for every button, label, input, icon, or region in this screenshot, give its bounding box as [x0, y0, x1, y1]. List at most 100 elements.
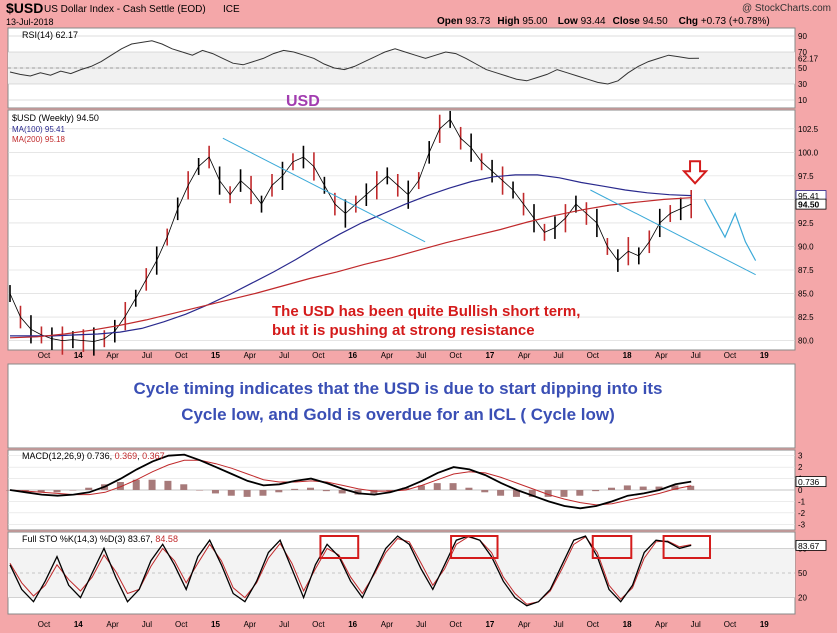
watermark: @ StockCharts.com [742, 3, 831, 14]
sto-legend-label: Full STO %K(14,3) %D(3) [22, 534, 125, 544]
macd-histogram-bar [275, 490, 283, 493]
rsi-tick-label: 70 [798, 48, 807, 57]
macd-histogram-bar [671, 485, 679, 490]
price-tick-label: 97.5 [798, 172, 814, 181]
sto-d-line [9, 536, 692, 605]
x-tick-label: 18 [623, 351, 632, 360]
x-tick-label: 14 [74, 351, 83, 360]
x-tick-label: Oct [175, 620, 188, 629]
x-tick-label: Jul [142, 351, 152, 360]
svg-text:MACD(12,26,9) 0.736, 0.369, 0.: MACD(12,26,9) 0.736, 0.369, 0.367 [22, 451, 165, 461]
note-line-2: Cycle low, and Gold is overdue for an IC… [181, 405, 615, 424]
annotation-line-2: but it is pushing at strong resistance [272, 322, 535, 339]
symbol-title: $USD [6, 0, 43, 16]
sto-tick-label: 20 [798, 594, 807, 603]
macd-histogram-bar [259, 490, 267, 496]
macd-legend-value: 0.736 [87, 451, 110, 461]
macd-line [9, 453, 692, 510]
sto-highlight-box [450, 535, 499, 559]
macd-histogram-bar [354, 490, 362, 495]
macd-tag [795, 476, 827, 487]
price-tick-label: 82.5 [798, 313, 814, 322]
price-tick-label: 87.5 [798, 266, 814, 275]
macd-legend: MACD(12,26,9) 0.736, 0.369, 0.367 [22, 451, 165, 461]
macd-histogram-bar [85, 487, 93, 490]
x-tick-label: Apr [244, 351, 257, 360]
rsi-legend: RSI(14) 62.17 [22, 30, 78, 40]
x-tick-label: Oct [312, 620, 325, 629]
ohlc-close: Close 94.50 [613, 16, 668, 27]
note-panel [7, 363, 796, 449]
macd-histogram-bar [227, 490, 235, 496]
macd-histogram-bar [481, 490, 489, 493]
ma100-line [10, 174, 692, 337]
x-tick-label: Oct [449, 351, 462, 360]
macd-tick-label: 2 [798, 463, 803, 472]
x-tick-label: Jul [691, 620, 701, 629]
price-title: USD [286, 93, 320, 110]
x-axis-layer: Oct 14 Apr Jul Oct 15 Apr Jul Oct 16 Apr Jul Oct 17 Ap… [38, 351, 770, 629]
projection-path [703, 199, 757, 261]
macd-histogram-bar [211, 490, 219, 494]
x-tick-label: 19 [760, 351, 769, 360]
exchange-label: ICE [223, 4, 240, 15]
x-tick-label: 19 [760, 620, 769, 629]
price-tag [795, 198, 827, 210]
macd-histogram-bar [164, 480, 172, 490]
macd-histogram-bar [639, 486, 647, 490]
sto-last-value: 83.67 [798, 541, 820, 551]
macd-histogram-bar [148, 479, 156, 490]
price-tag-label: 94.50 [798, 200, 820, 210]
price-tick-label: 102.5 [798, 125, 819, 134]
chart-header: $USD US Dollar Index - Cash Settle (EOD)… [6, 0, 831, 27]
x-tick-label: 15 [211, 620, 220, 629]
sto-highlight-box [662, 535, 712, 559]
x-tick-label: Jul [279, 351, 289, 360]
rsi-line [9, 40, 700, 85]
macd-histogram-bar [386, 490, 394, 492]
x-tick-label: Jul [553, 351, 563, 360]
sto-legend-d: 84.58 [155, 534, 178, 544]
price-legend-ma200: MA(200) 95.18 [12, 135, 65, 144]
x-tick-label: Jul [279, 620, 289, 629]
x-tick-label: Apr [518, 620, 531, 629]
price-tag-label: 95.41 [798, 191, 820, 201]
x-tick-label: Jul [416, 620, 426, 629]
price-line [9, 118, 692, 342]
macd-histogram-bar [306, 487, 314, 490]
x-tick-label: Oct [312, 351, 325, 360]
macd-tick-label: -1 [798, 497, 806, 506]
x-tick-label: Oct [587, 351, 600, 360]
macd-histogram-bar [512, 490, 520, 497]
ohlc-readout: Open 93.73 High 95.00 Low 93.44 Close 94.50… [437, 16, 770, 27]
x-tick-label: Jul [553, 620, 563, 629]
macd-histogram-bar [417, 485, 425, 490]
price-tick-label: 90.0 [798, 242, 814, 251]
macd-histogram-bar [687, 485, 695, 490]
macd-histogram-bar [53, 490, 61, 493]
x-tick-label: Jul [416, 351, 426, 360]
price-layer: 80.082.585.087.590.092.595.097.5100.0102… [8, 110, 827, 356]
macd-signal-line [9, 459, 692, 506]
x-tick-label: Jul [142, 620, 152, 629]
macd-histogram-bar [196, 490, 204, 491]
price-legend-ma100: MA(100) 95.41 [12, 125, 65, 134]
macd-histogram-bar [497, 490, 505, 496]
macd-histogram-bar [465, 487, 473, 490]
x-tick-label: 16 [348, 620, 357, 629]
price-legend-main: $USD (Weekly) 94.50 [12, 113, 99, 123]
macd-histogram-bar [180, 484, 188, 490]
macd-histogram-bar [69, 490, 77, 491]
macd-layer: 3210-1-2-30.736 [6, 452, 827, 529]
ohlc-chg: Chg +0.73 (+0.78%) [679, 16, 770, 27]
price-tick-label: 85.0 [798, 290, 814, 299]
macd-histogram-bar [449, 483, 457, 490]
chart-date: 13-Jul-2018 [6, 17, 54, 27]
macd-tick-label: 0 [798, 486, 803, 495]
ohlc-low: Low 93.44 [558, 16, 606, 27]
price-tick-label: 100.0 [798, 148, 819, 157]
macd-histogram-bar [370, 490, 378, 494]
macd-histogram-bar [37, 490, 45, 493]
x-tick-label: Apr [518, 351, 531, 360]
sto-highlight-box [591, 535, 633, 559]
